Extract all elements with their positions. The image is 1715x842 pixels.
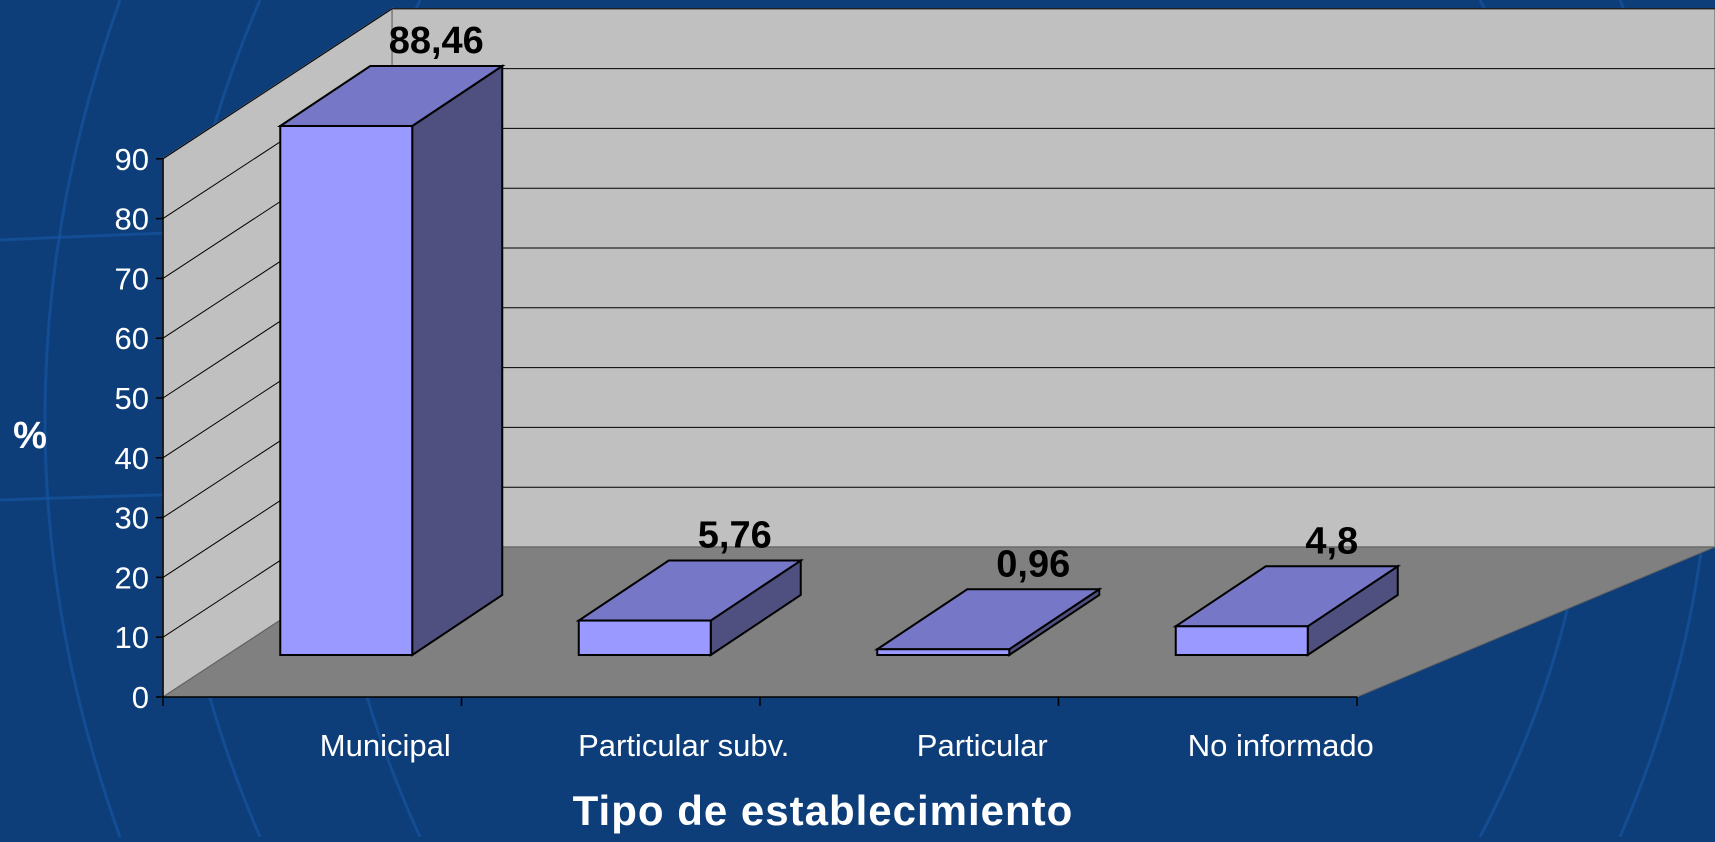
y-axis: 0 10 20 30 40 50 60 70 80 90	[115, 142, 164, 715]
bar-front	[876, 648, 1011, 657]
x-axis: Municipal Particular subv. Particular No in…	[162, 696, 1374, 763]
y-tick-label: 50	[115, 381, 149, 416]
y-tick-label: 10	[115, 620, 149, 655]
y-tick-label: 0	[132, 680, 149, 715]
x-axis-title: Tipo de establecimiento	[573, 787, 1074, 834]
y-tick-label: 20	[115, 560, 149, 595]
back-wall	[391, 8, 1715, 548]
value-label: 88,46	[389, 20, 484, 62]
bar-3	[873, 587, 1103, 657]
bar-1	[276, 64, 506, 657]
bar-front	[279, 125, 414, 656]
y-tick-label: 90	[115, 142, 149, 177]
y-tick-label: 60	[115, 321, 149, 356]
x-tick-label: Particular	[917, 728, 1048, 763]
bar-2	[575, 558, 805, 657]
value-labels: 88,46 5,76 0,96 4,8	[389, 20, 1358, 585]
bar-front	[577, 619, 712, 656]
value-label: 5,76	[698, 515, 772, 557]
bar-front	[1174, 625, 1309, 657]
y-tick-label: 80	[115, 202, 149, 237]
bar-side	[411, 64, 504, 657]
x-tick-label: Particular subv.	[578, 728, 789, 763]
bar-4	[1172, 564, 1402, 657]
x-tick-label: Municipal	[320, 728, 451, 763]
y-tick-label: 70	[115, 261, 149, 296]
y-tick-label: 30	[115, 501, 149, 536]
x-tick-label: No informado	[1188, 728, 1374, 763]
y-tick-label: 40	[115, 441, 149, 476]
bars	[276, 64, 1402, 657]
gridline	[162, 8, 1715, 160]
y-axis-title: %	[13, 415, 47, 457]
value-label: 0,96	[996, 543, 1070, 585]
value-label: 4,8	[1305, 520, 1358, 562]
background-arc	[43, 0, 122, 838]
